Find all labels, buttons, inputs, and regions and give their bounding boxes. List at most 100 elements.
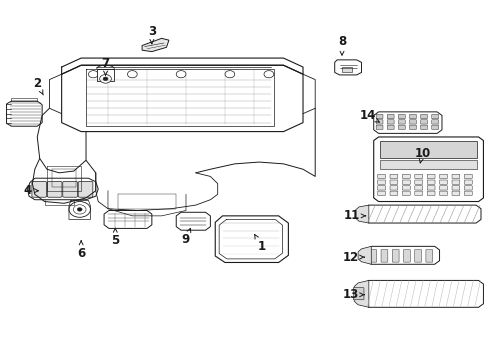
FancyBboxPatch shape [389, 191, 397, 195]
Text: 10: 10 [413, 147, 430, 163]
FancyBboxPatch shape [398, 114, 405, 119]
FancyBboxPatch shape [414, 186, 422, 190]
Circle shape [103, 77, 108, 81]
Text: 9: 9 [182, 228, 190, 246]
FancyBboxPatch shape [431, 114, 438, 119]
Text: 12: 12 [342, 251, 364, 264]
Polygon shape [215, 216, 288, 262]
Circle shape [73, 205, 86, 214]
Polygon shape [6, 101, 42, 126]
Polygon shape [373, 112, 441, 134]
FancyBboxPatch shape [377, 191, 385, 195]
FancyBboxPatch shape [32, 181, 46, 197]
FancyBboxPatch shape [427, 174, 434, 179]
FancyBboxPatch shape [420, 120, 427, 124]
Polygon shape [355, 205, 368, 223]
Text: 2: 2 [33, 77, 43, 95]
Polygon shape [363, 205, 480, 223]
FancyBboxPatch shape [414, 180, 422, 184]
FancyBboxPatch shape [380, 249, 387, 262]
FancyBboxPatch shape [414, 191, 422, 195]
Polygon shape [142, 39, 168, 51]
Polygon shape [176, 212, 210, 230]
FancyBboxPatch shape [375, 114, 382, 119]
FancyBboxPatch shape [408, 125, 415, 130]
FancyBboxPatch shape [464, 191, 471, 195]
FancyBboxPatch shape [439, 191, 447, 195]
FancyBboxPatch shape [420, 114, 427, 119]
FancyBboxPatch shape [377, 186, 385, 190]
Polygon shape [366, 246, 439, 264]
FancyBboxPatch shape [451, 180, 459, 184]
FancyBboxPatch shape [427, 186, 434, 190]
Circle shape [100, 75, 111, 83]
FancyBboxPatch shape [420, 125, 427, 130]
FancyBboxPatch shape [341, 67, 351, 72]
Polygon shape [353, 280, 368, 307]
Text: 5: 5 [111, 228, 119, 247]
FancyBboxPatch shape [414, 174, 422, 179]
FancyBboxPatch shape [352, 288, 363, 300]
Text: 8: 8 [337, 35, 346, 55]
FancyBboxPatch shape [402, 191, 409, 195]
FancyBboxPatch shape [403, 249, 409, 262]
FancyBboxPatch shape [425, 249, 432, 262]
FancyBboxPatch shape [47, 181, 62, 197]
FancyBboxPatch shape [439, 186, 447, 190]
FancyBboxPatch shape [379, 160, 476, 169]
Text: 11: 11 [343, 210, 365, 222]
FancyBboxPatch shape [375, 120, 382, 124]
Polygon shape [334, 60, 361, 75]
FancyBboxPatch shape [398, 125, 405, 130]
FancyBboxPatch shape [391, 249, 398, 262]
Polygon shape [27, 178, 98, 200]
FancyBboxPatch shape [78, 181, 93, 197]
Polygon shape [97, 69, 114, 81]
FancyBboxPatch shape [451, 186, 459, 190]
FancyBboxPatch shape [398, 120, 405, 124]
FancyBboxPatch shape [439, 180, 447, 184]
FancyBboxPatch shape [414, 249, 421, 262]
FancyBboxPatch shape [369, 249, 376, 262]
FancyBboxPatch shape [386, 120, 393, 124]
Text: 4: 4 [23, 184, 38, 197]
Text: 7: 7 [102, 57, 109, 76]
FancyBboxPatch shape [408, 114, 415, 119]
FancyBboxPatch shape [379, 140, 476, 158]
FancyBboxPatch shape [386, 114, 393, 119]
FancyBboxPatch shape [62, 181, 77, 197]
Circle shape [224, 71, 234, 78]
Text: 14: 14 [359, 109, 379, 122]
FancyBboxPatch shape [439, 174, 447, 179]
Circle shape [69, 202, 90, 217]
FancyBboxPatch shape [431, 120, 438, 124]
Polygon shape [363, 280, 483, 307]
Circle shape [176, 71, 185, 78]
FancyBboxPatch shape [389, 180, 397, 184]
FancyBboxPatch shape [408, 120, 415, 124]
FancyBboxPatch shape [377, 180, 385, 184]
FancyBboxPatch shape [402, 186, 409, 190]
Circle shape [264, 71, 273, 78]
FancyBboxPatch shape [375, 125, 382, 130]
FancyBboxPatch shape [451, 174, 459, 179]
Text: 13: 13 [342, 288, 364, 301]
Polygon shape [104, 211, 152, 228]
Circle shape [127, 71, 137, 78]
FancyBboxPatch shape [451, 191, 459, 195]
Text: 3: 3 [147, 25, 156, 44]
FancyBboxPatch shape [386, 125, 393, 130]
FancyBboxPatch shape [389, 186, 397, 190]
Circle shape [77, 208, 82, 211]
FancyBboxPatch shape [402, 180, 409, 184]
FancyBboxPatch shape [402, 174, 409, 179]
FancyBboxPatch shape [389, 174, 397, 179]
FancyBboxPatch shape [427, 191, 434, 195]
FancyBboxPatch shape [431, 125, 438, 130]
Polygon shape [373, 137, 483, 202]
FancyBboxPatch shape [427, 180, 434, 184]
FancyBboxPatch shape [464, 186, 471, 190]
Text: 1: 1 [254, 234, 265, 253]
Text: 6: 6 [77, 241, 85, 260]
FancyBboxPatch shape [377, 174, 385, 179]
